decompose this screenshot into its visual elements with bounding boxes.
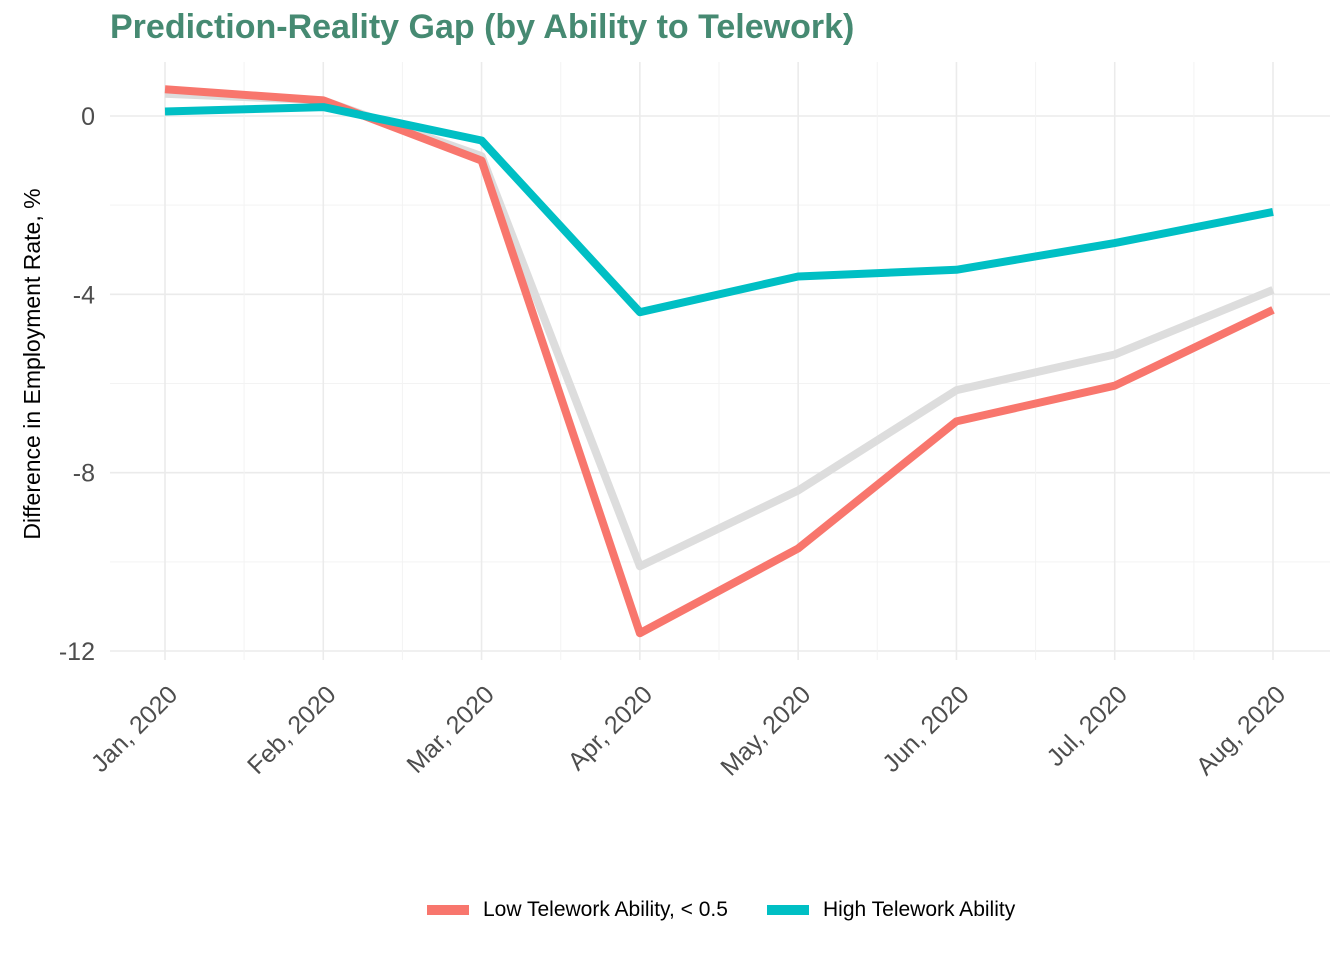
series-lines — [164, 85, 1275, 638]
chart-title: Prediction-Reality Gap (by Ability to Te… — [110, 8, 855, 46]
legend-swatch — [767, 905, 809, 915]
legend-item: High Telework Ability — [767, 893, 1015, 927]
x-tick-label: Jan, 2020 — [86, 680, 183, 777]
x-tick-label: Aug, 2020 — [1191, 680, 1291, 780]
x-tick-label: Jun, 2020 — [877, 680, 974, 777]
y-axis-label: Difference in Employment Rate, % — [19, 188, 45, 539]
y-tick-label: -4 — [73, 281, 95, 309]
x-tick-label: May, 2020 — [715, 680, 816, 781]
x-tick-label: Mar, 2020 — [401, 680, 499, 778]
x-tick-label: Jul, 2020 — [1041, 680, 1133, 772]
y-tick-label: 0 — [81, 103, 95, 131]
legend-label: High Telework Ability — [823, 898, 1016, 921]
y-tick-label: -8 — [73, 460, 95, 488]
legend-item: Low Telework Ability, < 0.5 — [427, 893, 728, 927]
x-tick-label: Feb, 2020 — [242, 680, 341, 779]
legend: Low Telework Ability, < 0.5 High Telework… — [0, 893, 1344, 927]
grid-lines — [110, 62, 1330, 660]
legend-label: Low Telework Ability, < 0.5 — [483, 898, 728, 921]
legend-swatch — [427, 905, 469, 915]
x-axis: Jan, 2020 Feb, 2020 Mar, 2020 Apr, 2020 May,… — [86, 680, 1291, 781]
y-tick-label: -12 — [59, 638, 95, 666]
x-tick-label: Apr, 2020 — [563, 680, 658, 775]
series-line-high-telework-ability — [164, 103, 1274, 317]
y-axis: 0 -4 -8 -12 — [59, 103, 95, 666]
